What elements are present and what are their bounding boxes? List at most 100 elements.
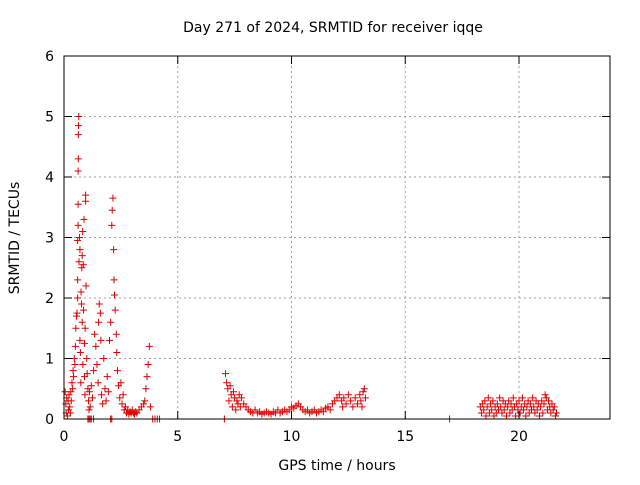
data-points [61, 113, 561, 423]
y-axis-label: SRMTID / TECUs [7, 182, 23, 295]
data-point-0-90 [113, 348, 121, 356]
data-point-0-196 [353, 400, 361, 408]
data-point-0-51 [81, 324, 89, 332]
data-point-0-32 [75, 258, 83, 266]
data-point-0-22 [74, 294, 82, 302]
data-point-0-62 [87, 382, 95, 390]
chart-title: Day 271 of 2024, SRMTID for receiver iqq… [183, 20, 483, 36]
data-point-0-197 [356, 391, 364, 399]
data-point-0-222 [497, 403, 505, 411]
data-point-0-74 [99, 400, 107, 408]
x-axis-label: GPS time / hours [278, 458, 395, 474]
data-point-0-104 [128, 406, 136, 414]
data-point-0-202 [361, 394, 369, 402]
data-point-0-12 [68, 379, 76, 387]
data-point-0-233 [509, 394, 517, 402]
data-point-0-134 [226, 382, 234, 390]
data-point-0-91 [113, 367, 121, 375]
x-tick-label-2: 10 [283, 429, 301, 445]
data-point-0-244 [522, 412, 530, 420]
data-point-0-242 [520, 406, 528, 414]
data-point-0-83 [108, 206, 116, 214]
data-point-0-75 [100, 355, 108, 362]
data-point-0-19 [72, 324, 80, 332]
data-point-0-112 [141, 397, 149, 405]
data-point-0-251 [530, 403, 538, 411]
data-point-0-94 [117, 379, 125, 387]
data-point-0-183 [326, 406, 334, 414]
data-point-0-13 [69, 385, 77, 393]
data-point-0-241 [518, 394, 526, 402]
data-point-0-44 [79, 361, 87, 369]
data-point-0-268 [549, 406, 557, 414]
data-point-0-269 [550, 403, 558, 411]
y-tick-label-0: 0 [45, 412, 54, 428]
y-tick-label-5: 5 [45, 110, 54, 126]
data-point-0-198 [357, 397, 365, 405]
data-point-0-39 [78, 300, 86, 308]
data-point-0-259 [539, 409, 547, 417]
data-point-0-190 [340, 394, 348, 402]
data-point-0-9 [66, 409, 74, 417]
data-point-0-257 [537, 403, 545, 411]
y-axis-tick-labels: 0 1 2 3 4 5 6 [45, 49, 54, 428]
data-point-0-199 [358, 403, 366, 411]
data-point-0-107 [132, 408, 140, 416]
data-point-0-117 [146, 403, 154, 411]
data-point-0-193 [347, 397, 355, 405]
data-point-0-221 [496, 394, 504, 402]
data-point-0-66 [92, 342, 100, 350]
x-tick-label-4: 20 [510, 429, 528, 445]
data-point-0-88 [111, 306, 119, 314]
x-tick-label-1: 5 [173, 429, 182, 445]
data-point-0-116 [145, 342, 153, 350]
data-point-0-130 [222, 370, 230, 378]
data-point-0-131 [223, 379, 231, 387]
x-axis-tick-labels: 0 5 10 15 20 [60, 429, 528, 445]
data-point-0-260 [540, 400, 548, 408]
data-point-0-115 [144, 361, 152, 369]
data-point-0-79 [104, 388, 112, 396]
data-point-0-219 [493, 400, 501, 408]
data-point-0-214 [488, 406, 496, 414]
data-point-0-227 [502, 412, 510, 420]
data-point-0-10 [67, 388, 75, 396]
grid-lines [64, 56, 610, 419]
data-point-0-144 [237, 394, 245, 402]
data-point-0-8 [66, 403, 74, 411]
data-point-0-41 [78, 252, 86, 260]
data-point-0-25 [74, 221, 82, 229]
data-point-0-34 [76, 246, 84, 254]
data-point-0-52 [82, 197, 90, 205]
data-point-0-7 [65, 391, 73, 399]
data-point-0-55 [83, 355, 91, 362]
data-point-0-71 [96, 309, 104, 317]
data-point-0-15 [70, 373, 78, 381]
data-point-0-180 [319, 408, 327, 416]
data-point-0-53 [82, 191, 90, 199]
data-point-0-192 [344, 391, 352, 399]
data-point-0-14 [69, 367, 77, 375]
y-tick-label-6: 6 [45, 49, 54, 65]
data-point-0-189 [339, 403, 347, 411]
data-point-0-245 [523, 403, 531, 411]
data-point-0-56 [83, 370, 91, 378]
data-point-0-211 [484, 394, 492, 402]
data-point-0-136 [228, 403, 236, 411]
data-point-0-35 [76, 336, 84, 344]
data-point-0-73 [98, 391, 106, 399]
data-point-0-270 [551, 412, 559, 420]
data-point-0-235 [512, 412, 520, 420]
data-point-0-85 [110, 246, 118, 254]
data-point-0-228 [504, 403, 512, 411]
data-point-0-48 [80, 339, 88, 347]
data-point-0-63 [88, 394, 96, 402]
y-tick-label-3: 3 [45, 231, 54, 247]
data-point-0-28 [74, 155, 82, 163]
data-point-0-70 [95, 300, 103, 308]
data-point-0-37 [77, 379, 85, 387]
x-tick-label-0: 0 [60, 429, 69, 445]
data-point-0-261 [541, 391, 549, 399]
data-point-0-50 [81, 391, 89, 399]
